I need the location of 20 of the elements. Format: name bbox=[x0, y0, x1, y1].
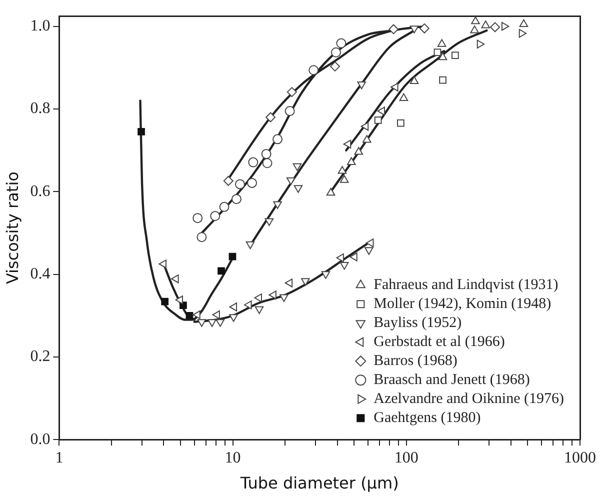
y-tick-label: 0.0 bbox=[30, 430, 50, 448]
x-tick-label: 100 bbox=[394, 449, 418, 466]
y-tick-label: 0.6 bbox=[30, 182, 50, 200]
y-tick-label: 1.0 bbox=[30, 18, 50, 35]
legend-label: Gaehtgens (1980) bbox=[374, 410, 481, 426]
x-axis-title: Tube diameter (µm) bbox=[239, 474, 399, 493]
y-tick-label: 0.8 bbox=[30, 100, 50, 118]
legend-label: Moller (1942), Komin (1948) bbox=[374, 296, 552, 312]
y-tick-label: 0.2 bbox=[30, 348, 50, 366]
legend-label: Barros (1968) bbox=[374, 353, 458, 370]
x-tick-label: 10 bbox=[224, 449, 241, 466]
legend-label: Gerbstadt et al (1966) bbox=[374, 334, 505, 350]
y-axis-title: Viscosity ratio bbox=[2, 172, 22, 284]
legend-label: Braasch and Jenett (1968) bbox=[374, 372, 530, 388]
legend-label: Azelvandre and Oiknine (1976) bbox=[374, 391, 564, 408]
legend-label: Fahraeus and Lindqvist (1931) bbox=[374, 277, 558, 294]
x-tick-label: 1000 bbox=[564, 449, 596, 466]
legend-label: Bayliss (1952) bbox=[374, 315, 462, 332]
y-tick-label: 0.4 bbox=[30, 265, 50, 282]
x-tick-label: 1 bbox=[55, 449, 64, 466]
